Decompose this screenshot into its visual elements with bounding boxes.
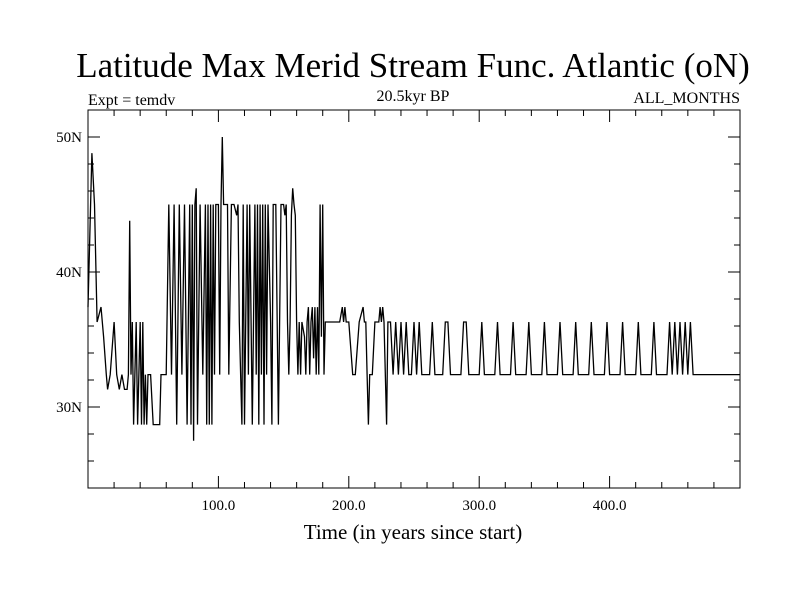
x-tick-label: 200.0 (332, 498, 366, 514)
x-tick-label: 100.0 (202, 498, 236, 514)
y-tick-label: 40N (56, 265, 82, 281)
y-tick-label: 50N (56, 130, 82, 146)
subtitle-left: Expt = temdv (88, 92, 176, 109)
x-tick-label: 300.0 (462, 498, 496, 514)
series-line-0 (87, 136, 740, 441)
subtitle-right: ALL_MONTHS (633, 90, 740, 107)
axis-tick-labels: 100.0 200.0 300.0 400.0 30N 40N 50N (56, 130, 626, 514)
chart-title: Latitude Max Merid Stream Func. Atlantic… (76, 46, 750, 85)
y-tick-label: 30N (56, 400, 82, 416)
subtitle-center: 20.5kyr BP (376, 88, 450, 105)
x-axis-label: Time (in years since start) (303, 520, 523, 544)
x-tick-label: 400.0 (593, 498, 627, 514)
axis-ticks (88, 109, 740, 488)
series-group (87, 136, 740, 441)
